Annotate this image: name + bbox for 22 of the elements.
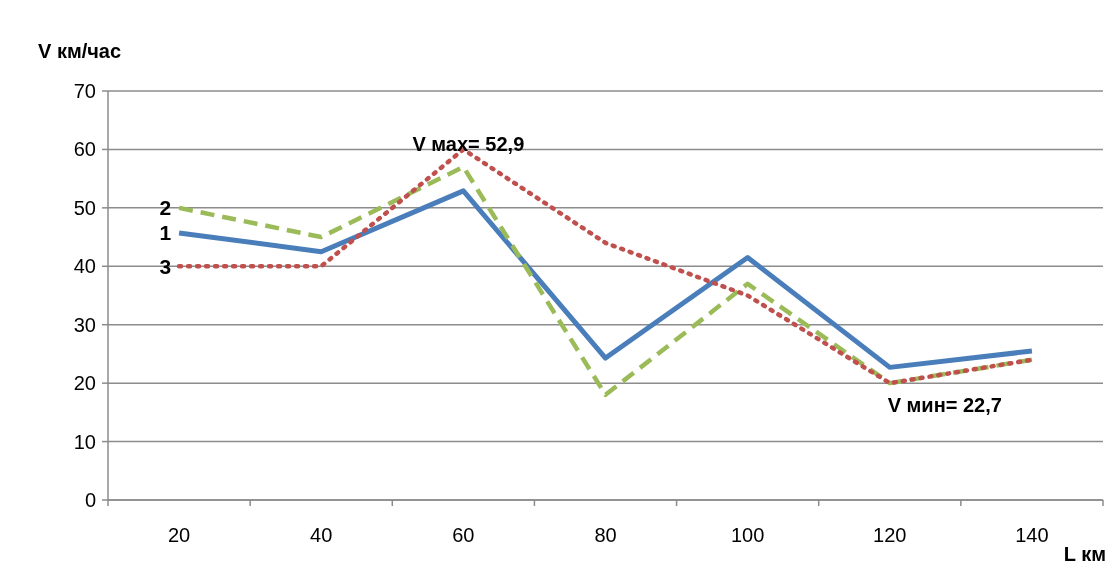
y-tick-label: 60	[73, 138, 96, 161]
y-tick-label: 20	[73, 372, 96, 395]
x-tick-label: 60	[452, 524, 475, 546]
x-tick-label: 140	[1015, 524, 1049, 546]
y-tick-label: 50	[73, 196, 96, 219]
y-tick-label: 40	[73, 255, 96, 278]
x-axis-title: L км	[1063, 543, 1106, 565]
x-tick-label: 20	[167, 524, 191, 546]
y-tick-label: 30	[73, 313, 96, 336]
annotation: V мах= 52,9	[412, 132, 525, 155]
series-label: 3	[159, 254, 172, 278]
series-label: 2	[159, 196, 172, 220]
x-tick-label: 80	[594, 524, 617, 546]
x-tick-label: 100	[730, 524, 765, 546]
x-tick-label: 120	[873, 524, 907, 546]
series-label: 1	[159, 221, 172, 245]
annotation: V мин= 22,7	[887, 394, 1002, 417]
y-tick-label: 0	[84, 489, 96, 511]
y-tick-label: 10	[73, 430, 96, 453]
x-tick-label: 40	[310, 524, 333, 546]
y-tick-label: 70	[73, 80, 96, 102]
y-axis-title: V км/час	[38, 40, 122, 62]
